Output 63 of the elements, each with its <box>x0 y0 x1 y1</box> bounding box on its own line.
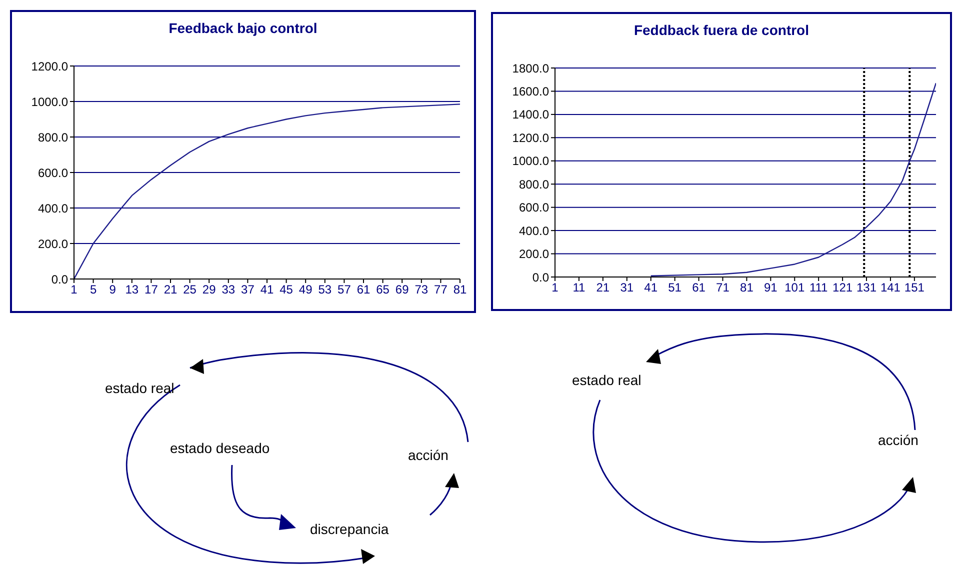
x-tick-label: 131 <box>856 280 877 295</box>
y-tick-label: 200.0 <box>518 247 550 262</box>
x-tick-label: 71 <box>716 280 730 295</box>
x-tick-label: 37 <box>241 282 255 297</box>
y-tick-label: 600.0 <box>518 200 550 215</box>
x-tick-label: 77 <box>434 282 448 297</box>
x-tick-label: 69 <box>395 282 410 297</box>
x-tick-label: 45 <box>280 282 294 297</box>
y-tick-label: 800.0 <box>38 130 68 144</box>
line-series <box>650 82 936 276</box>
x-tick-label: 121 <box>832 280 853 295</box>
y-tick-label: 1200.0 <box>512 130 550 145</box>
y-tick-label: 1400.0 <box>512 108 550 122</box>
x-tick-label: 9 <box>109 282 116 297</box>
x-tick-label: 61 <box>692 280 706 295</box>
x-tick-label: 11 <box>572 280 586 295</box>
x-tick-label: 101 <box>784 280 805 295</box>
text: estado deseado <box>170 440 270 456</box>
x-tick-label: 81 <box>453 282 467 297</box>
x-tick-label: 31 <box>620 280 634 295</box>
y-tick-label: 600.0 <box>38 166 68 180</box>
y-tick-label: 1600.0 <box>512 84 550 98</box>
x-tick-label: 51 <box>668 280 682 295</box>
x-tick-label: 73 <box>414 282 428 297</box>
x-tick-label: 65 <box>376 282 390 297</box>
text: discrepancia <box>310 521 389 537</box>
x-tick-label: 41 <box>260 282 274 297</box>
y-tick-label: 1000.0 <box>31 94 68 109</box>
y-tick-label: 1000.0 <box>512 154 550 168</box>
x-tick-label: 1 <box>552 280 559 295</box>
x-tick-label: 57 <box>338 282 352 297</box>
y-tick-label: 1200.0 <box>31 59 68 74</box>
x-tick-label: 49 <box>298 282 313 297</box>
text: acción <box>408 447 448 463</box>
y-tick-label: 200.0 <box>38 236 68 251</box>
x-tick-label: 21 <box>164 282 178 297</box>
x-tick-label: 17 <box>144 282 158 297</box>
x-tick-label: 81 <box>740 280 754 295</box>
x-tick-label: 21 <box>596 280 610 295</box>
x-tick-label: 91 <box>764 280 778 295</box>
x-tick-label: 41 <box>644 280 658 295</box>
text: estado real <box>572 372 642 388</box>
y-tick-label: 800.0 <box>518 177 550 192</box>
y-tick-label: 0.0 <box>532 270 550 284</box>
x-tick-label: 1 <box>70 282 78 297</box>
y-tick-label: 0.0 <box>51 272 68 286</box>
x-tick-label: 61 <box>356 282 370 297</box>
x-tick-label: 151 <box>904 280 925 295</box>
text: estado real <box>105 380 174 396</box>
y-tick-label: 400.0 <box>518 224 550 238</box>
x-tick-label: 53 <box>318 282 332 297</box>
x-tick-label: 29 <box>202 282 216 297</box>
x-tick-label: 5 <box>90 282 97 297</box>
x-tick-label: 33 <box>222 282 236 297</box>
chart-title: Feddback fuera de control <box>632 22 810 38</box>
text: acción <box>878 432 918 448</box>
x-tick-label: 13 <box>125 282 139 297</box>
x-tick-label: 141 <box>880 280 901 295</box>
x-tick-label: 25 <box>183 282 197 297</box>
y-tick-label: 1800.0 <box>512 61 550 76</box>
chart-title: Feedback bajo control <box>168 20 318 36</box>
x-tick-label: 111 <box>809 280 828 295</box>
y-tick-label: 400.0 <box>38 201 68 216</box>
